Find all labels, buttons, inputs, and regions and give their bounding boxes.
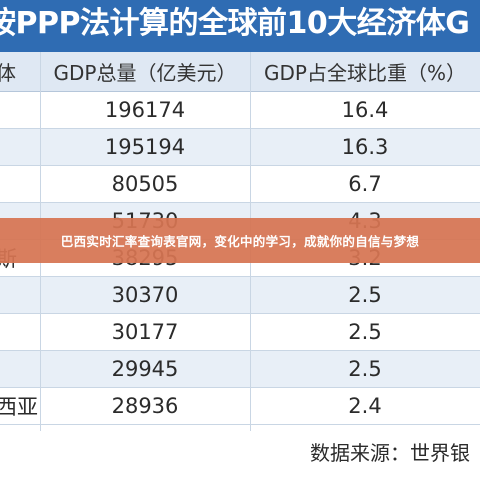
- row-share: 2.5: [348, 320, 382, 344]
- row-country: [0, 314, 40, 350]
- row-gdp: 195194: [104, 135, 186, 159]
- row-country: [0, 277, 40, 313]
- table-row: 30370 2.5: [0, 277, 480, 314]
- source-note: 数据来源：世界银: [0, 431, 480, 471]
- row-share: 6.7: [348, 172, 382, 196]
- header-gdp-share: GDP占全球比重（%）: [264, 61, 466, 85]
- row-gdp: 30177: [111, 320, 179, 344]
- table-title-bar: 按PPP法计算的全球前10大经济体G: [0, 0, 480, 52]
- overlay-banner[interactable]: 巴西实时汇率查询表官网，变化中的学习，成就你的自信与梦想: [0, 218, 480, 263]
- row-share: 2.5: [348, 357, 382, 381]
- header-country: 体: [0, 61, 16, 85]
- table-row: 196174 16.4: [0, 92, 480, 129]
- row-country: 西亚: [0, 395, 38, 419]
- row-gdp: 30370: [111, 283, 179, 307]
- table-row: 195194 16.3: [0, 129, 480, 166]
- table-header-row: 体 GDP总量（亿美元） GDP占全球比重（%）: [0, 52, 480, 92]
- table-title: 按PPP法计算的全球前10大经济体G: [0, 6, 470, 41]
- row-gdp: 28936: [111, 394, 179, 418]
- row-share: 16.4: [341, 98, 389, 122]
- row-country: [0, 166, 40, 202]
- banner-text: 巴西实时汇率查询表官网，变化中的学习，成就你的自信与梦想: [60, 234, 420, 249]
- table-row: 西亚 28936 2.4: [0, 388, 480, 425]
- header-gdp-total: GDP总量（亿美元）: [53, 61, 237, 85]
- row-gdp: 80505: [111, 172, 179, 196]
- table-row: 30177 2.5: [0, 314, 480, 351]
- source-text: 数据来源：世界银: [310, 441, 470, 465]
- row-country: [0, 92, 40, 128]
- table-row: 29945 2.5: [0, 351, 480, 388]
- row-share: 16.3: [341, 135, 389, 159]
- row-country: [0, 129, 40, 165]
- row-share: 2.5: [348, 283, 382, 307]
- table-row: 80505 6.7: [0, 166, 480, 203]
- row-gdp: 196174: [104, 98, 186, 122]
- row-country: [0, 351, 40, 387]
- row-share: 2.4: [348, 394, 382, 418]
- row-gdp: 29945: [111, 357, 179, 381]
